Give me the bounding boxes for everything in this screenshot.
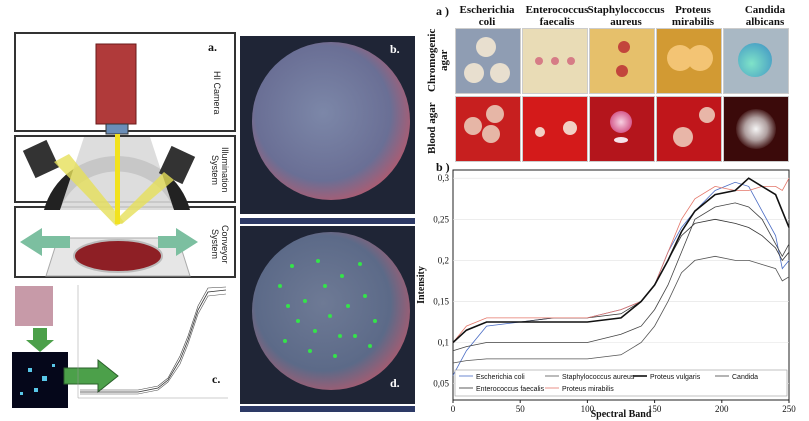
tile-blood-candida (723, 96, 789, 162)
mini-process (12, 285, 228, 408)
tile-chromogenic-candida (723, 28, 789, 94)
acquisition-schematic (20, 43, 198, 277)
y-tick-label: 0,3 (438, 173, 450, 183)
photo-divider-bottom (240, 406, 415, 412)
col-header-enterococcus: Enterococcus faecalis (525, 4, 589, 28)
arrow-in-icon (158, 228, 198, 256)
x-tick-label: 100 (581, 404, 595, 414)
x-tick-label: 0 (451, 404, 456, 414)
tile-chromogenic-enterococcus (522, 28, 588, 94)
lamp-right (158, 145, 196, 185)
plot-frame (452, 169, 790, 401)
tile-blood-ecoli (455, 96, 521, 162)
petri-dish-d (252, 232, 410, 390)
row-label-chromogenic: Chromogenic agar (426, 28, 450, 92)
dish-on-conveyor (73, 239, 163, 273)
y-tick-label: 0,1 (438, 338, 449, 348)
tile-chromogenic-proteus (656, 28, 722, 94)
series-line (452, 177, 790, 344)
petri-dish-b (252, 42, 410, 200)
legend-label: Enterococcus faecalis (476, 386, 545, 393)
x-tick-label: 200 (715, 404, 729, 414)
legend-label: Candida (732, 374, 758, 381)
tile-chromogenic-staph (589, 28, 655, 94)
right-panel-label-a: a ) (436, 4, 449, 18)
legend-label: Proteus vulgaris (650, 374, 701, 381)
series-line (452, 202, 790, 352)
lamp-left (22, 139, 60, 179)
camera-label: HI Camera (212, 71, 222, 115)
arrow-down-head-icon (26, 340, 54, 352)
camera-body (95, 43, 137, 125)
petri-photo-b: b. (240, 36, 415, 214)
panel-label-a: a. (208, 40, 217, 54)
y-tick-label: 0,25 (433, 214, 449, 224)
tile-blood-enterococcus (522, 96, 588, 162)
y-axis-label: Intensity (416, 266, 427, 304)
detected-colonies (278, 259, 377, 358)
beam-center (115, 134, 120, 224)
y-tick-label: 0,15 (433, 296, 449, 306)
legend-box (454, 369, 788, 397)
conveyor-label: Conveyor System (210, 224, 230, 264)
series-line (452, 255, 790, 364)
legend-label: Proteus mirabilis (562, 386, 614, 393)
camera-lens (105, 123, 129, 135)
x-axis-label: Spectral Band (591, 409, 652, 420)
beam-right (114, 172, 174, 224)
tile-blood-staph (589, 96, 655, 162)
col-header-escherichia: Escherichia coli (459, 4, 515, 28)
photo-divider (240, 218, 415, 224)
panel-label-b: b. (390, 42, 400, 56)
col-header-staph: Staphyloccoccus aureus (587, 4, 665, 28)
x-tick-label: 50 (516, 404, 526, 414)
arrow-left-icon (20, 228, 70, 256)
panel-label-c: c. (212, 372, 221, 386)
segmented-image (12, 352, 68, 408)
legend-label: Staphylococcus aureus (562, 374, 635, 381)
y-tick-label: 0,2 (438, 255, 449, 265)
panel-label-d: d. (390, 376, 400, 390)
arrow-right-icon (63, 358, 119, 394)
col-header-proteus: Proteus mirabilis (671, 4, 715, 28)
mini-spectrum-curve (80, 289, 227, 393)
colony-crop-image (15, 286, 53, 326)
illumination-label: Illumination System (210, 147, 230, 193)
col-header-candida: Candida albicans (744, 4, 786, 28)
beam-left (54, 154, 124, 226)
spectrum-chart: 0,05 0,1 0,15 0,2 0,25 0,3 0 50 100 150 200 250 In… (416, 169, 796, 420)
petri-photo-d: d. (240, 226, 415, 404)
y-tick-label: 0,05 (433, 379, 449, 389)
arrow-down-icon (33, 328, 47, 342)
row-label-blood: Blood agar (426, 102, 438, 154)
right-panel-label-b: b ) (436, 160, 450, 174)
x-tick-label: 250 (782, 404, 796, 414)
tile-chromogenic-ecoli (455, 28, 521, 94)
x-tick-label: 150 (648, 404, 662, 414)
tile-blood-proteus (656, 96, 722, 162)
legend-label: Escherichia coli (476, 374, 525, 381)
